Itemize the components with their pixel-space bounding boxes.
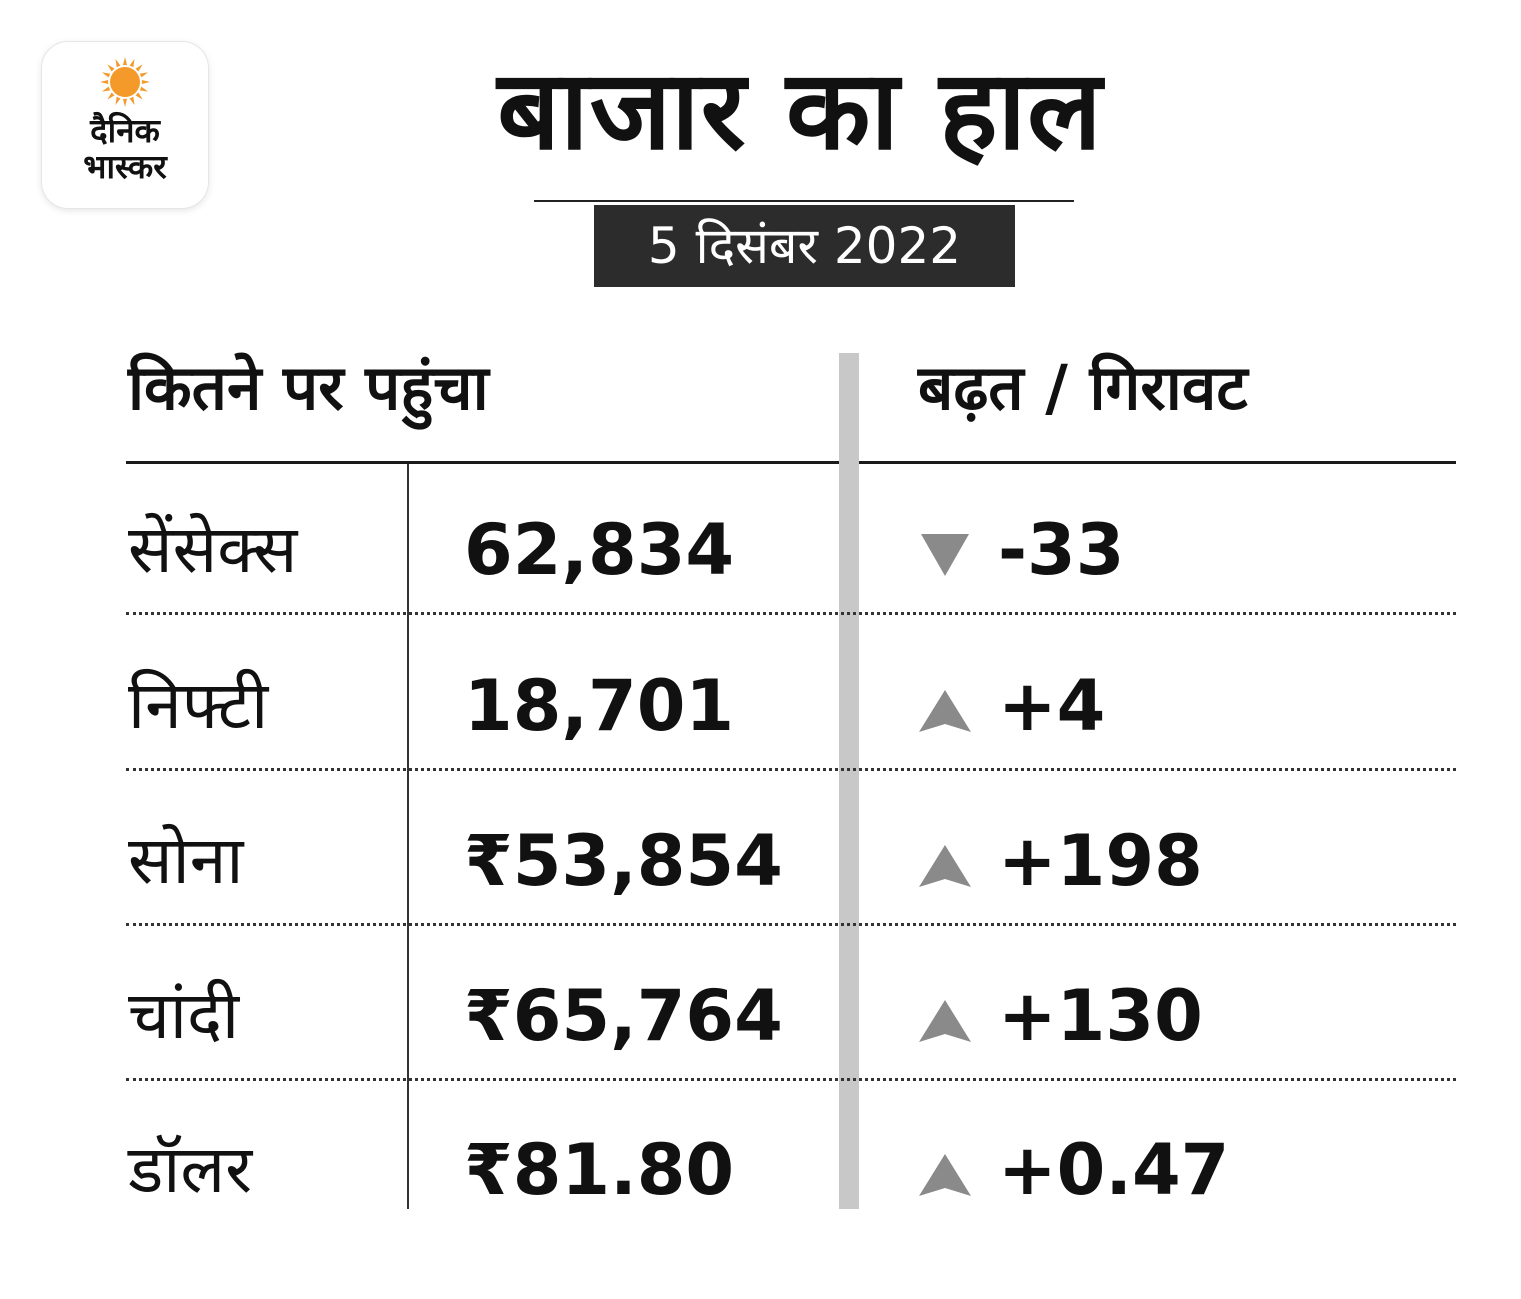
row-change: -33 <box>998 509 1125 591</box>
row-separator <box>126 768 1456 771</box>
date-badge: 5 दिसंबर 2022 <box>594 205 1015 287</box>
row-value: ₹53,854 <box>464 820 783 902</box>
row-value: 62,834 <box>464 509 735 591</box>
table-row: डॉलर ₹81.80 +0.47 <box>0 1100 1521 1240</box>
table-row: चांदी ₹65,764 +130 <box>0 946 1521 1086</box>
row-separator <box>126 1078 1456 1081</box>
name-value-divider <box>407 464 409 1209</box>
row-separator <box>126 923 1456 926</box>
title-underline <box>534 200 1074 202</box>
row-name: डॉलर <box>128 1131 253 1208</box>
arrow-down-icon <box>921 534 969 576</box>
page-title: बाजार का हाल <box>497 46 1103 174</box>
row-name: सेंसेक्स <box>128 511 298 588</box>
row-change: +4 <box>998 665 1106 747</box>
table-row: सोना ₹53,854 +198 <box>0 791 1521 931</box>
row-separator <box>126 612 1456 615</box>
arrow-up-icon <box>919 845 971 887</box>
table-row: सेंसेक्स 62,834 -33 <box>0 480 1521 620</box>
logo-text-line1: दैनिक <box>90 111 160 150</box>
row-value: ₹81.80 <box>464 1129 735 1211</box>
arrow-up-icon <box>919 690 971 732</box>
dainik-bhaskar-logo: दैनिक भास्कर <box>42 42 208 208</box>
row-name: सोना <box>128 822 244 899</box>
column-header-level: कितने पर पहुंचा <box>128 351 489 424</box>
row-value: ₹65,764 <box>464 975 783 1057</box>
row-name: चांदी <box>128 977 240 1054</box>
column-divider <box>839 353 859 1209</box>
row-change: +0.47 <box>998 1129 1230 1211</box>
arrow-up-icon <box>919 1154 971 1196</box>
arrow-up-icon <box>919 1000 971 1042</box>
row-value: 18,701 <box>464 665 735 747</box>
row-change: +130 <box>998 975 1203 1057</box>
table-row: निफ्टी 18,701 +4 <box>0 636 1521 776</box>
column-header-change: बढ़त / गिरावट <box>918 351 1248 424</box>
row-name: निफ्टी <box>128 667 269 744</box>
header-divider <box>126 461 1456 464</box>
row-change: +198 <box>998 820 1203 902</box>
logo-text-line2: भास्कर <box>83 147 167 186</box>
sun-icon <box>100 57 150 107</box>
